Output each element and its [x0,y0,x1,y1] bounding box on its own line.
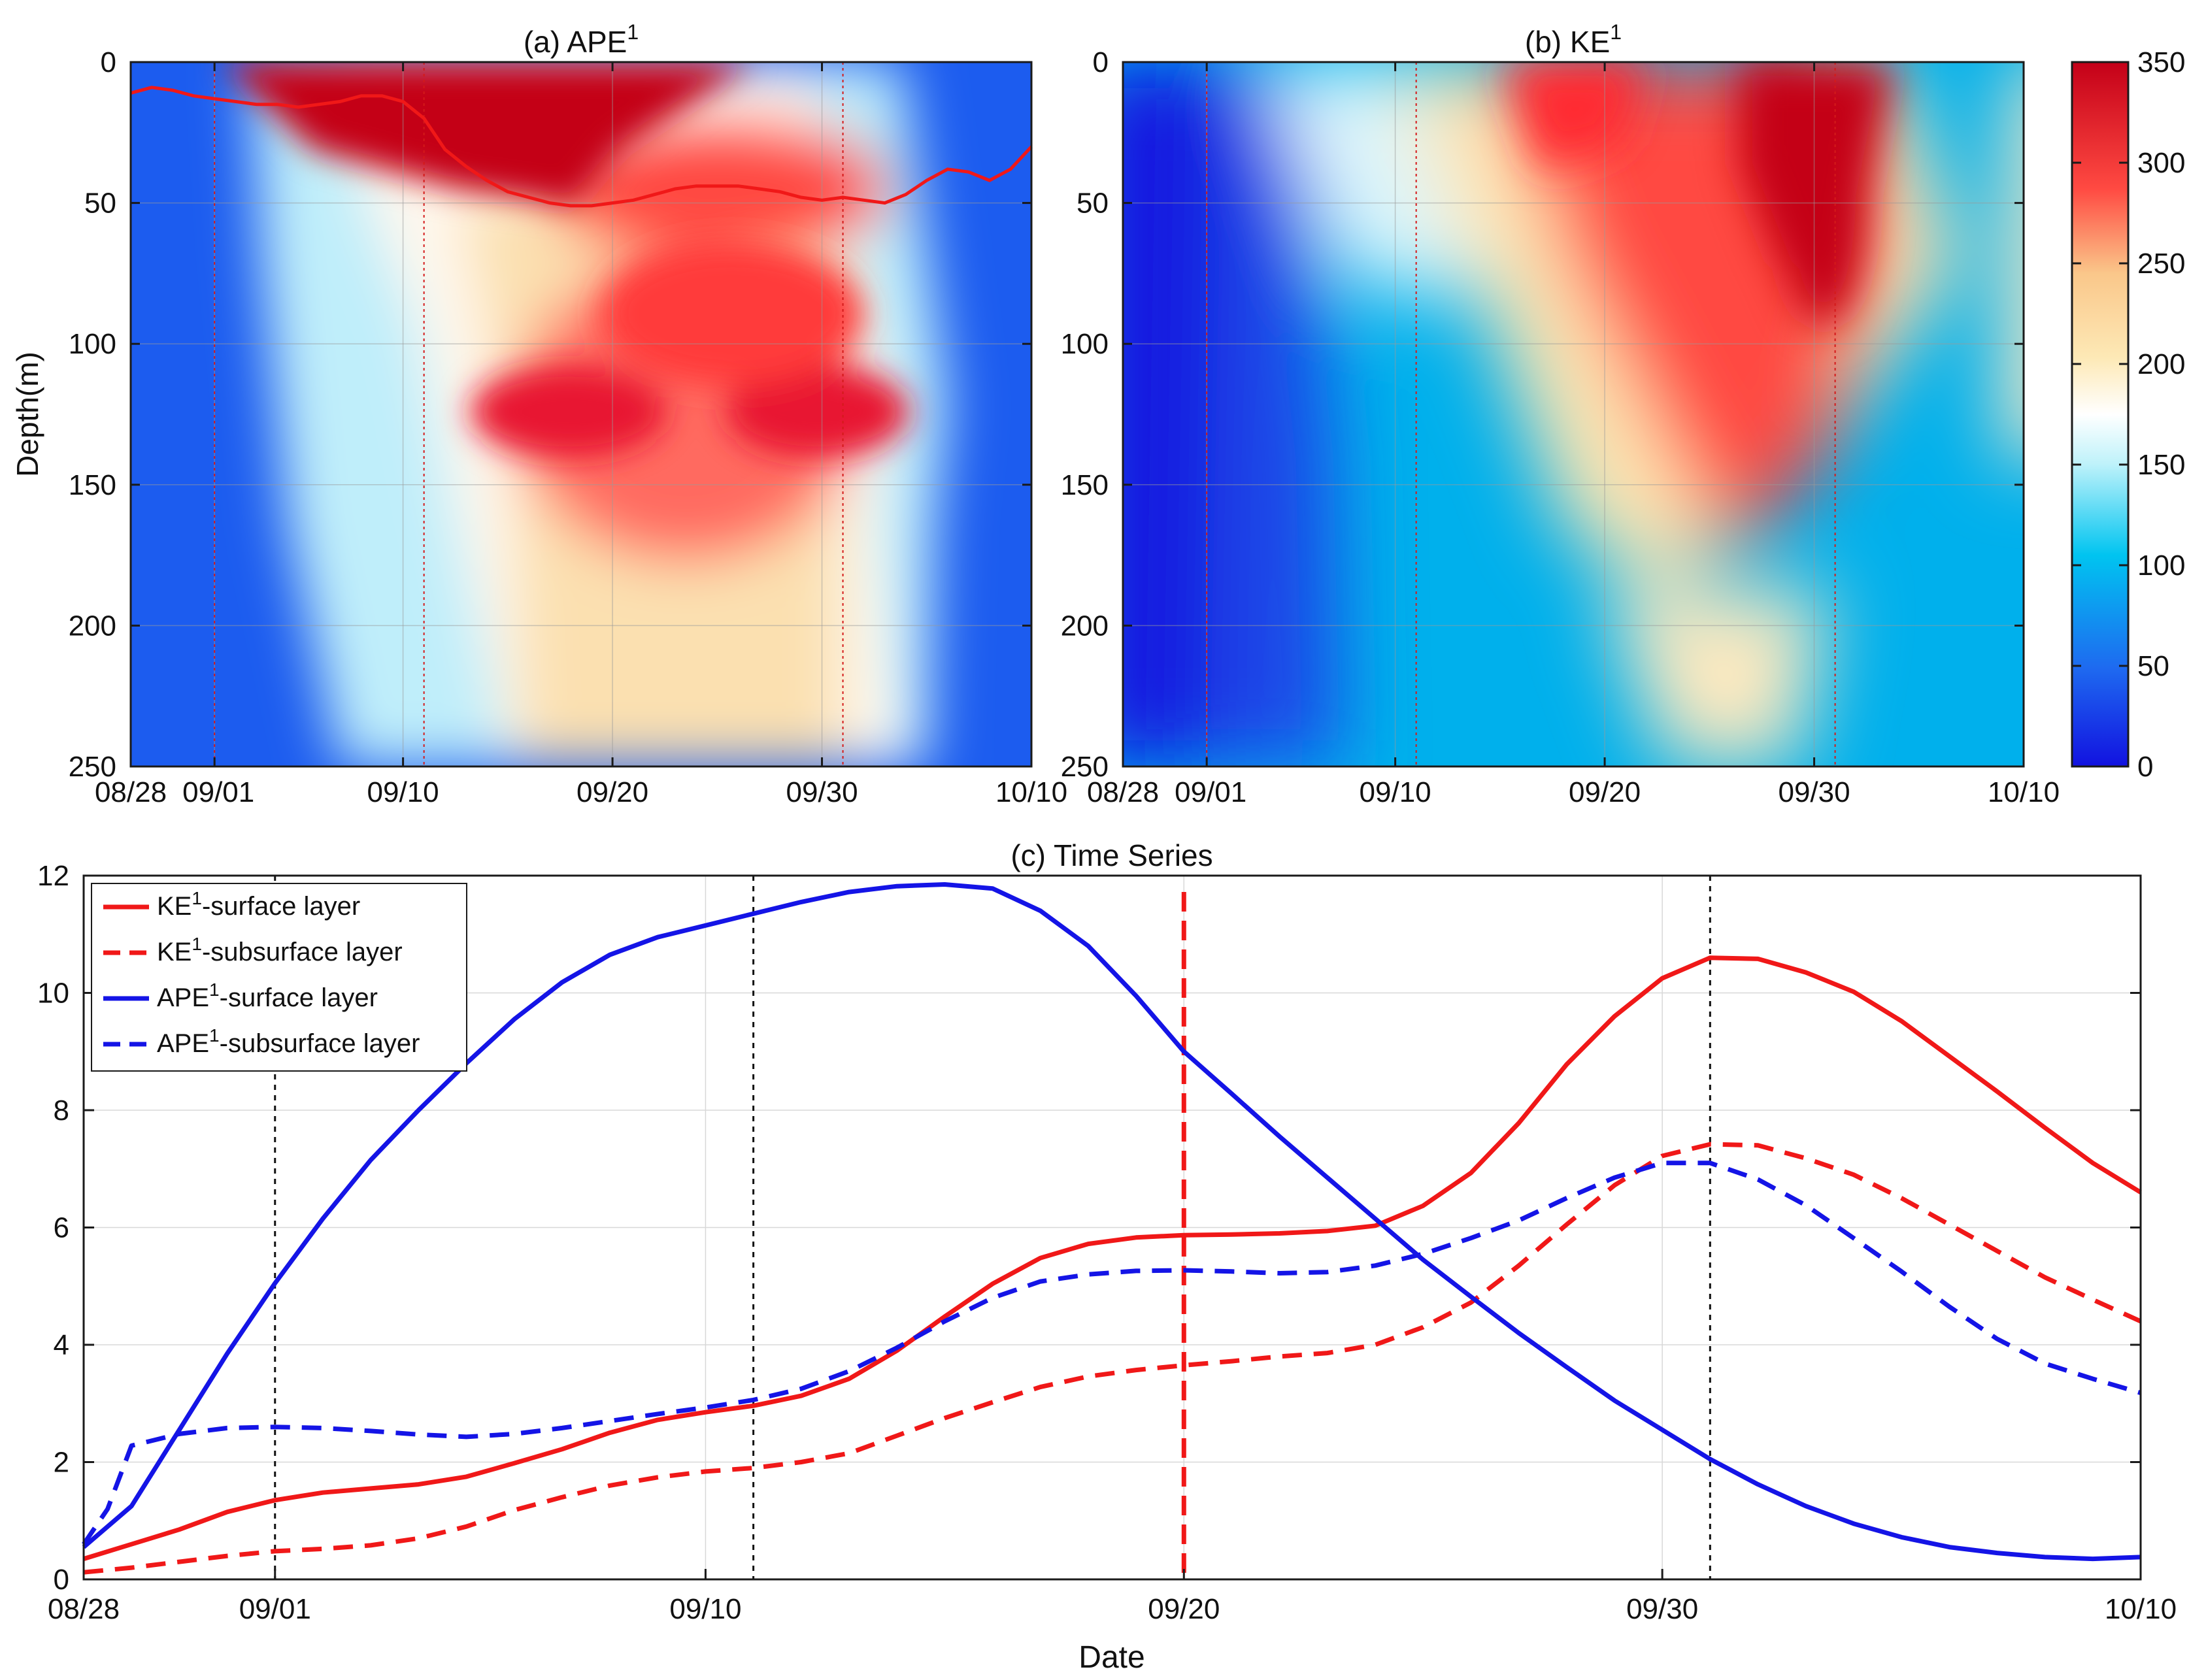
x-tick-label: 09/01 [182,776,254,808]
title-c: (c) Time Series [1011,838,1212,872]
y-tick-label: 200 [69,610,116,642]
y-tick-label: 200 [1061,610,1109,642]
x-tick-label: 09/20 [577,776,648,808]
colorbar-gradient [2072,62,2128,766]
x-tick-label: 10/10 [1988,776,2060,808]
axis-ticks-a: 08/28 09/01 09/10 09/20 09/30 10/10 0 50 100 150 2… [69,46,1067,808]
panel-b: 08/28 09/01 09/10 09/20 09/30 10/10 0 50 100 150 2… [1061,20,2060,808]
y-tick-label: 150 [1061,469,1109,501]
legend: KE1-surface layer KE1-subsurface layer APE… [91,883,467,1072]
series-line [83,1142,2142,1575]
mixed-layer-depth-line [130,86,1033,208]
colorbar-tick-label: 0 [2137,751,2153,783]
ylabel-a: Depth(m) [10,352,44,477]
legend-label: KE1-surface layer [157,888,360,921]
y-tick-label: 50 [1077,188,1109,220]
ape-heatmap-field [131,62,1031,766]
axis-ticks-c: 08/28 09/01 09/10 09/20 09/30 10/10 0 2 4 6 8 10 12 [37,860,2177,1625]
series-line [82,1161,2141,1546]
y-tick-label: 8 [54,1095,69,1127]
colorbar: 0 50 100 150 200 250 300 350 [2071,46,2185,783]
colorbar-tick-label: 250 [2137,248,2185,280]
y-tick-label: 250 [1061,751,1109,783]
legend-box [91,883,467,1072]
x-tick-label: 09/01 [1175,776,1246,808]
panel-c: 08/28 09/01 09/10 09/20 09/30 10/10024681012 … [37,838,2177,1675]
colorbar-frame [2071,61,2130,768]
colorbar-tick-label: 150 [2137,449,2185,481]
x-tick-label: 09/10 [669,1593,741,1625]
y-tick-label: 12 [37,860,69,892]
y-tick-label: 100 [69,328,116,360]
y-tick-label: 50 [84,188,116,220]
y-tick-label: 0 [1093,46,1109,78]
y-tick-label: 0 [101,46,116,78]
colorbar-tick-label: 300 [2137,147,2185,179]
y-tick-label: 100 [1061,328,1109,360]
axis-ticks-b: 08/28 09/01 09/10 09/20 09/30 10/10 0 50 100 150 2… [1061,46,2060,808]
y-tick-label: 6 [54,1212,69,1244]
legend-label: APE1-surface layer [157,980,378,1012]
legend-items: KE1-surface layer KE1-subsurface layer APE… [103,888,420,1058]
x-tick-label: 08/28 [1087,776,1159,808]
colorbar-tick-label: 350 [2137,46,2185,78]
legend-label: KE1-subsurface layer [157,934,403,966]
x-tick-label: 10/10 [995,776,1067,808]
x-tick-label: 08/28 [95,776,167,808]
x-tick-label: 09/10 [367,776,439,808]
series-c [82,882,2142,1575]
colorbar-ticks: 0 50 100 150 200 250 300 350 [2072,46,2185,783]
axes-b-frame [1122,61,2025,768]
y-tick-label: 2 [54,1447,69,1479]
xlabel-c: Date [1078,1640,1145,1675]
x-tick-label: 09/10 [1360,776,1431,808]
y-tick-label: 150 [69,469,116,501]
title-b: (b) KE1 [1525,20,1622,59]
x-tick-label: 09/30 [786,776,858,808]
panel-a: 08/28 09/01 09/10 09/20 09/30 10/10 0 50 100 150 2… [10,20,1067,808]
y-tick-label: 10 [37,978,69,1010]
y-tick-label: 0 [54,1564,69,1596]
y-tick-label: 4 [54,1329,69,1361]
colorbar-tick-label: 200 [2137,348,2185,380]
x-tick-label: 09/01 [239,1593,311,1625]
ke-heatmap-field [1123,62,2024,766]
colorbar-tick-label: 50 [2137,650,2169,682]
x-tick-label: 09/20 [1569,776,1641,808]
title-a: (a) APE1 [524,20,639,59]
x-tick-label: 08/28 [48,1593,120,1625]
series-line [82,882,2141,1562]
x-tick-label: 09/20 [1148,1593,1220,1625]
legend-label: APE1-subsurface layer [157,1025,420,1058]
x-tick-label: 09/30 [1778,776,1850,808]
colorbar-tick-label: 100 [2137,550,2185,582]
x-tick-label: 09/30 [1626,1593,1698,1625]
y-tick-label: 250 [69,751,116,783]
x-tick-label: 10/10 [2105,1593,2177,1625]
axes-a-frame [129,61,1033,768]
series-line [82,955,2142,1561]
